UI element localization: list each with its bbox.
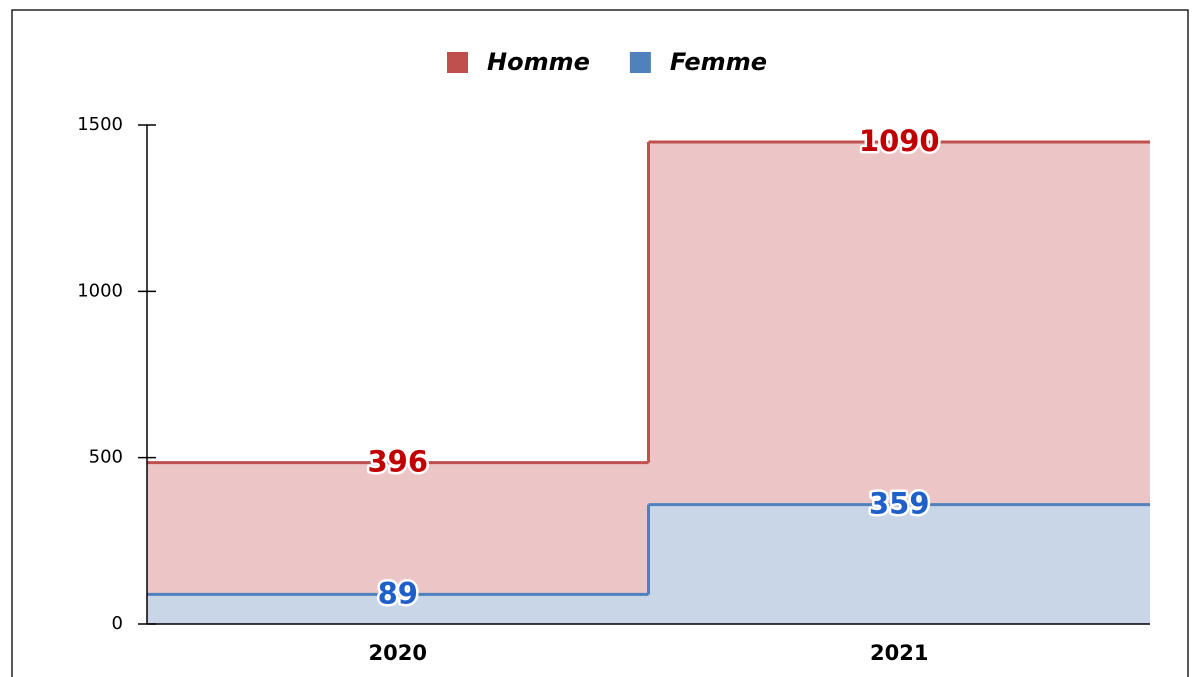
legend-swatch	[629, 52, 651, 73]
y-tick-label: 1500	[77, 114, 123, 135]
y-tick-label: 1000	[77, 280, 123, 301]
data-label: 396	[367, 445, 428, 479]
y-tick-label: 500	[89, 447, 123, 468]
area-segment	[147, 462, 649, 595]
data-label: 89	[378, 576, 418, 610]
y-tick-label: 0	[112, 613, 123, 634]
area-segment	[648, 141, 1150, 505]
data-label: 359	[869, 487, 930, 521]
x-tick-label: 2020	[369, 641, 427, 665]
frame	[11, 9, 1189, 677]
area-segment	[648, 504, 1150, 624]
legend-label: Femme	[670, 48, 767, 76]
legend-label: Homme	[487, 48, 590, 76]
legend-swatch	[447, 52, 468, 73]
x-tick-label: 2021	[870, 641, 928, 665]
area-segment	[147, 594, 649, 624]
data-label: 1090	[859, 124, 940, 158]
